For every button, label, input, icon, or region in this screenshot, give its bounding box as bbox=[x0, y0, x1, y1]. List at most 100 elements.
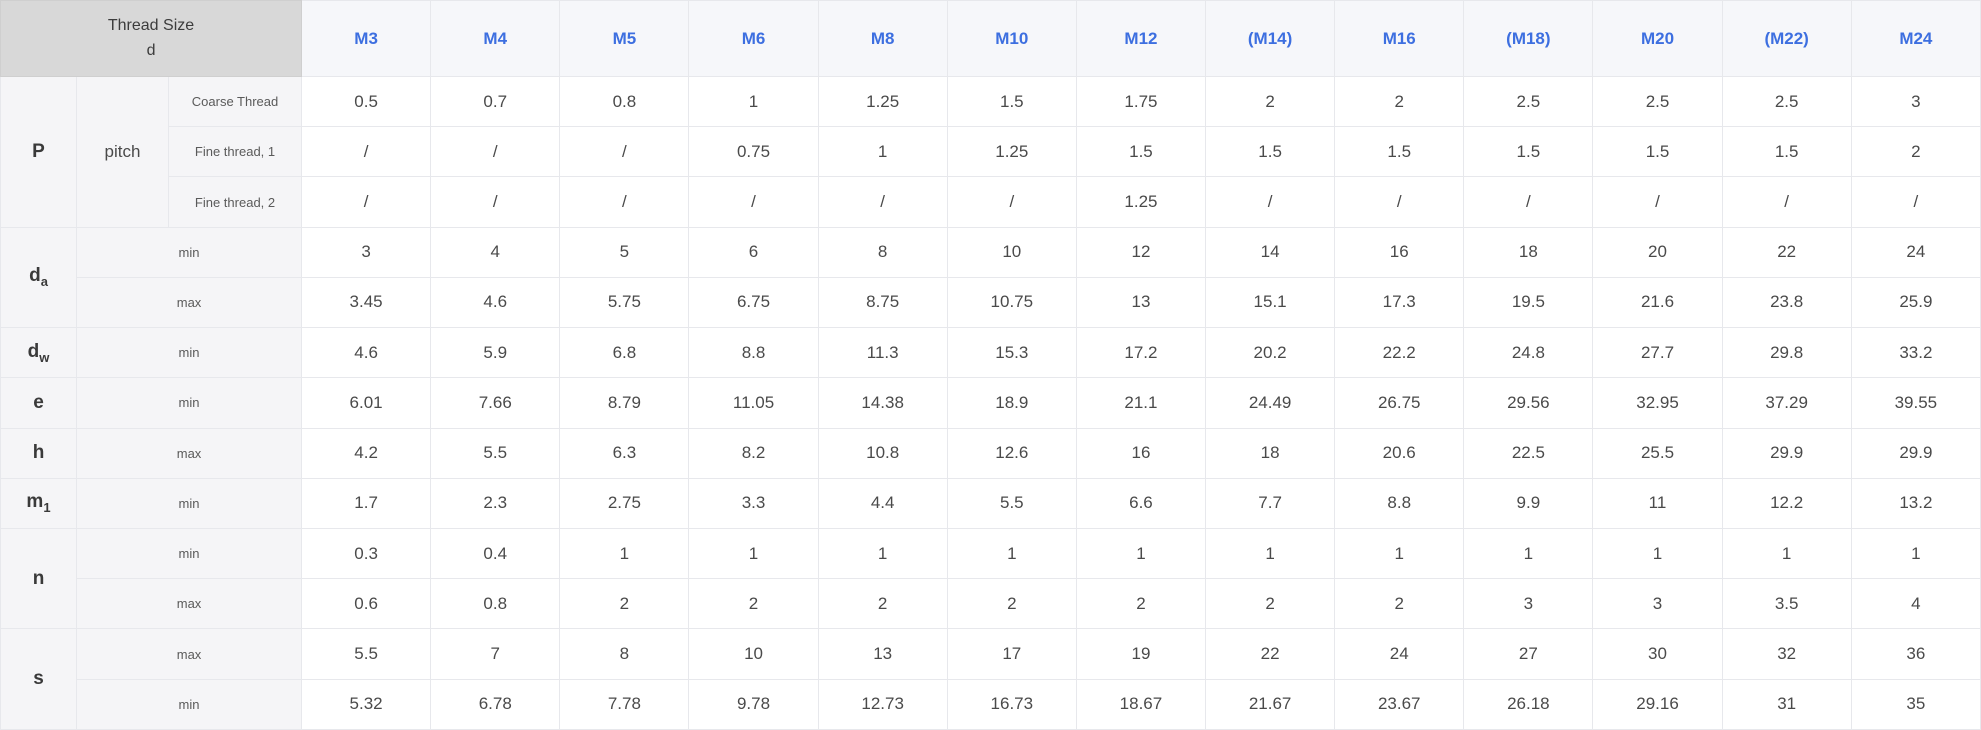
table-row: max 3.45 4.6 5.75 6.75 8.75 10.75 13 15.1 17.3 19.… bbox=[1, 276, 1981, 329]
value-cell: 6 bbox=[688, 226, 819, 278]
value-cell: 9.9 bbox=[1463, 477, 1594, 529]
value-cell: 0.75 bbox=[688, 126, 819, 178]
value-cell: 0.7 bbox=[430, 75, 561, 128]
table-row: dw min 4.6 5.9 6.8 8.8 11.3 15.3 17.2 20.2 22.2 24.… bbox=[0, 327, 1981, 379]
value-cell: 5.5 bbox=[301, 628, 432, 680]
value-cell: 13.2 bbox=[1850, 477, 1981, 529]
column-header-m24[interactable]: M24 bbox=[1850, 0, 1981, 77]
column-header-m18[interactable]: (M18) bbox=[1463, 0, 1594, 77]
value-cell: / bbox=[688, 176, 819, 228]
column-header-m5[interactable]: M5 bbox=[559, 0, 690, 77]
column-header-m8[interactable]: M8 bbox=[817, 0, 948, 77]
value-cell: 29.8 bbox=[1721, 327, 1852, 379]
row-group-label: pitch bbox=[76, 76, 169, 228]
value-cell: 1.5 bbox=[946, 75, 1077, 128]
value-cell: 8 bbox=[817, 226, 948, 278]
value-cell: 9.78 bbox=[688, 678, 819, 730]
value-cell: 10 bbox=[688, 628, 819, 680]
value-cell: 3.45 bbox=[301, 276, 432, 329]
value-cell: 11.3 bbox=[817, 327, 948, 379]
value-cell: 2 bbox=[1850, 126, 1981, 178]
value-cell: 3.5 bbox=[1721, 578, 1852, 630]
row-symbol-m1: m1 bbox=[0, 477, 77, 529]
value-cell: 3 bbox=[1463, 578, 1594, 630]
value-cell: 8.75 bbox=[817, 276, 948, 329]
value-cell: / bbox=[817, 176, 948, 228]
value-cell: 26.75 bbox=[1334, 377, 1465, 429]
value-cell: 7.78 bbox=[559, 678, 690, 730]
value-cell: 11 bbox=[1592, 477, 1723, 529]
value-cell: 16 bbox=[1075, 427, 1207, 479]
value-cell: 2 bbox=[946, 578, 1077, 630]
value-cell: 18.67 bbox=[1075, 678, 1207, 730]
column-header-m6[interactable]: M6 bbox=[688, 0, 819, 77]
value-cell: 0.6 bbox=[301, 578, 432, 630]
value-cell: 4 bbox=[1850, 578, 1981, 630]
table-row: max 0.6 0.8 2 2 2 2 2 2 2 3 3 3.5 4 bbox=[1, 578, 1981, 630]
value-cell: 2 bbox=[1205, 75, 1336, 128]
value-cell: 1 bbox=[559, 527, 690, 580]
value-cell: 6.6 bbox=[1075, 477, 1207, 529]
value-cell: 4.4 bbox=[817, 477, 948, 529]
value-cell: 2 bbox=[559, 578, 690, 630]
value-cell: 1 bbox=[1850, 527, 1981, 580]
value-cell: 1 bbox=[817, 126, 948, 178]
value-cell: 1.5 bbox=[1205, 126, 1336, 178]
value-cell: 25.5 bbox=[1592, 427, 1723, 479]
value-cell: 0.5 bbox=[301, 75, 432, 128]
value-cell: 30 bbox=[1592, 628, 1723, 680]
table-row: min 5.32 6.78 7.78 9.78 12.73 16.73 18.67 21.67 2… bbox=[1, 678, 1981, 730]
value-cell: 2 bbox=[1205, 578, 1336, 630]
column-header-m12[interactable]: M12 bbox=[1075, 0, 1207, 77]
value-cell: 17.2 bbox=[1075, 327, 1207, 379]
value-cell: / bbox=[1850, 176, 1981, 228]
value-cell: / bbox=[1721, 176, 1852, 228]
value-cell: 14.38 bbox=[817, 377, 948, 429]
table-row: Fine thread, 1///0.75 1 1.25 1.5 1.5 1.5 1.5 1.… bbox=[1, 126, 1981, 178]
row-label: Fine thread, 2 bbox=[167, 176, 303, 228]
row-label: max bbox=[75, 276, 303, 329]
value-cell: 22 bbox=[1721, 226, 1852, 278]
value-cell: 3 bbox=[301, 226, 432, 278]
column-header-m4[interactable]: M4 bbox=[430, 0, 561, 77]
value-cell: 7.66 bbox=[430, 377, 561, 429]
row-symbol-subscript: a bbox=[40, 274, 48, 290]
value-cell: 6.78 bbox=[430, 678, 561, 730]
value-cell: / bbox=[301, 176, 432, 228]
value-cell: / bbox=[1463, 176, 1594, 228]
value-cell: 4.6 bbox=[430, 276, 561, 329]
column-header-m16[interactable]: M16 bbox=[1334, 0, 1465, 77]
value-cell: 36 bbox=[1850, 628, 1981, 680]
value-cell: 33.2 bbox=[1850, 327, 1981, 379]
column-header-m10[interactable]: M10 bbox=[946, 0, 1077, 77]
value-cell: 29.9 bbox=[1721, 427, 1852, 479]
row-symbol-e: e bbox=[0, 377, 77, 429]
value-cell: 1 bbox=[688, 75, 819, 128]
table-row: m1 min 1.7 2.3 2.75 3.3 4.4 5.5 6.6 7.7 8.8 9.9 11 12… bbox=[0, 477, 1981, 529]
value-cell: 1.7 bbox=[301, 477, 432, 529]
value-cell: 2 bbox=[817, 578, 948, 630]
table-row: e min 6.01 7.66 8.79 11.05 14.38 18.9 21.1 24.49 2… bbox=[0, 377, 1981, 429]
value-cell: 25.9 bbox=[1850, 276, 1981, 329]
value-cell: 1.25 bbox=[817, 75, 948, 128]
value-cell: 24.8 bbox=[1463, 327, 1594, 379]
value-cell: 21.67 bbox=[1205, 678, 1336, 730]
value-cell: / bbox=[946, 176, 1077, 228]
column-header-m20[interactable]: M20 bbox=[1592, 0, 1723, 77]
column-header-m3[interactable]: M3 bbox=[301, 0, 432, 77]
table-row: da min 3 4 5 6 8 10 12 14 16 18 20 22 24 bbox=[0, 226, 1981, 329]
table-row: Fine thread, 2// / / //1.25// / / / / bbox=[1, 176, 1981, 228]
value-cell: 7.7 bbox=[1205, 477, 1336, 529]
value-cell: 2 bbox=[1075, 578, 1207, 630]
value-cell: 19.5 bbox=[1463, 276, 1594, 329]
column-header-m14[interactable]: (M14) bbox=[1205, 0, 1336, 77]
value-cell: 10.75 bbox=[946, 276, 1077, 329]
row-label: min bbox=[75, 477, 303, 529]
value-cell: 3 bbox=[1592, 578, 1723, 630]
value-cell: 31 bbox=[1721, 678, 1852, 730]
value-cell: 13 bbox=[817, 628, 948, 680]
row-symbol-da: da bbox=[0, 226, 77, 329]
value-cell: 16.73 bbox=[946, 678, 1077, 730]
column-header-m22[interactable]: (M22) bbox=[1721, 0, 1852, 77]
value-cell: 1 bbox=[946, 527, 1077, 580]
